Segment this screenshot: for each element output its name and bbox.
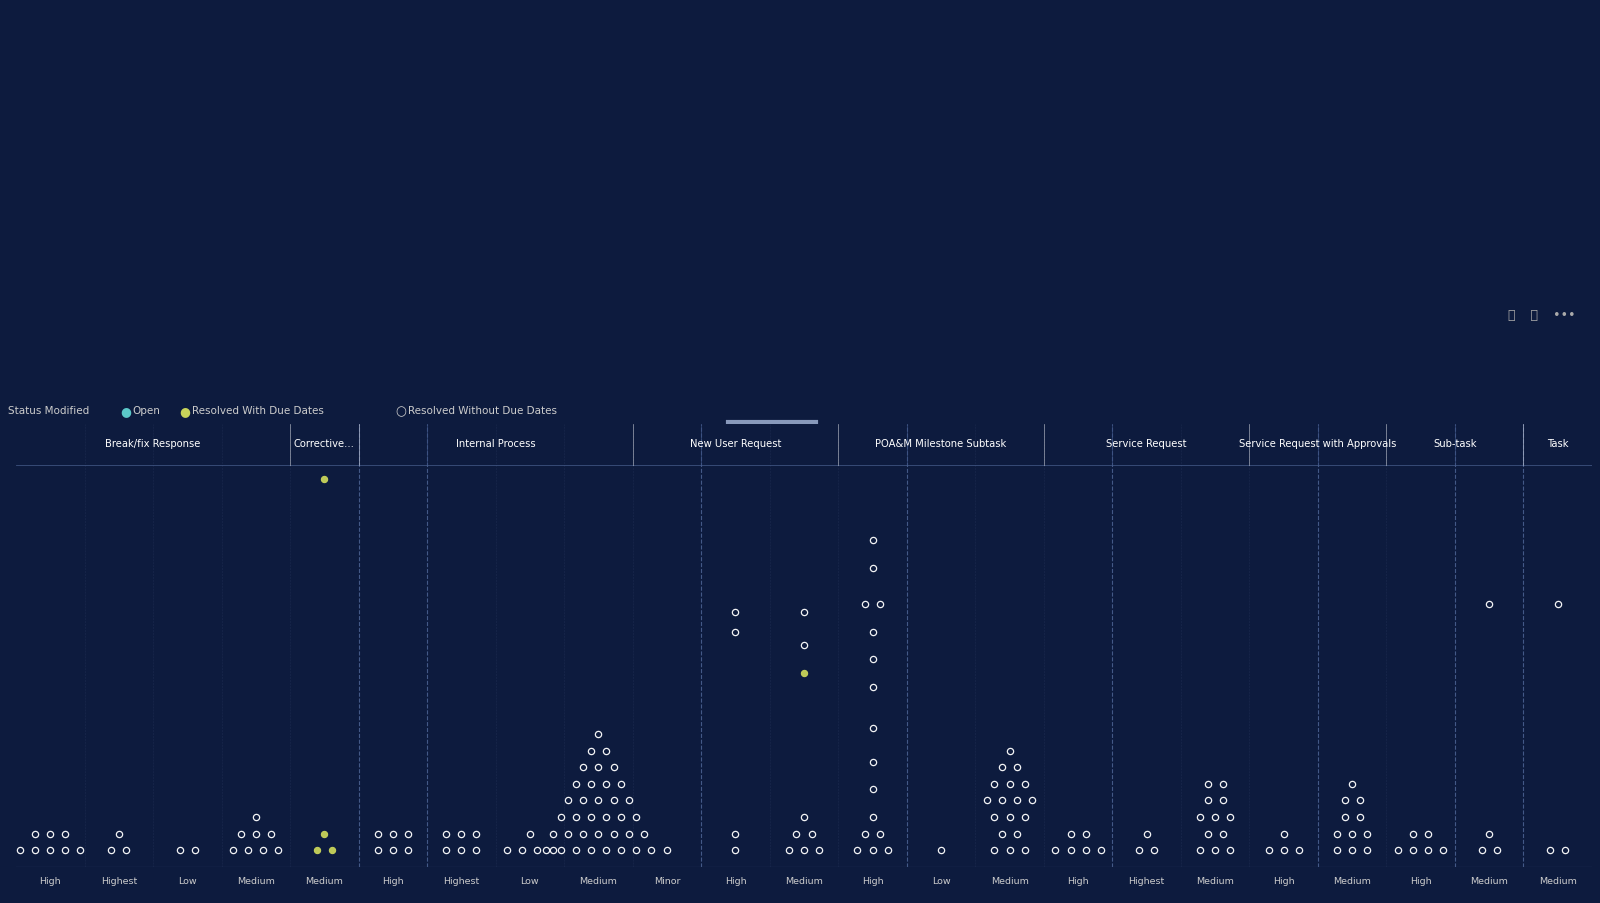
Text: ○: ○ (395, 405, 406, 417)
Text: Corrective...: Corrective... (294, 439, 355, 449)
Text: ●: ● (179, 405, 190, 417)
Text: Open: Open (133, 405, 160, 416)
Text: New User Request: New User Request (690, 439, 781, 449)
Text: ●: ● (120, 405, 131, 417)
Text: 🔽  ⬜  •••: 🔽 ⬜ ••• (1509, 309, 1576, 321)
Text: Resolved Without Due Dates: Resolved Without Due Dates (408, 405, 557, 416)
Text: Internal Process: Internal Process (456, 439, 536, 449)
Text: Task: Task (1547, 439, 1568, 449)
Text: Break/fix Response: Break/fix Response (106, 439, 200, 449)
Text: Service Request: Service Request (1106, 439, 1187, 449)
Text: Service Request with Approvals: Service Request with Approvals (1240, 439, 1397, 449)
Text: Sub-task: Sub-task (1434, 439, 1477, 449)
Text: POA&M Milestone Subtask: POA&M Milestone Subtask (875, 439, 1006, 449)
Text: Resolved With Due Dates: Resolved With Due Dates (192, 405, 323, 416)
Text: Status Modified: Status Modified (8, 405, 90, 416)
